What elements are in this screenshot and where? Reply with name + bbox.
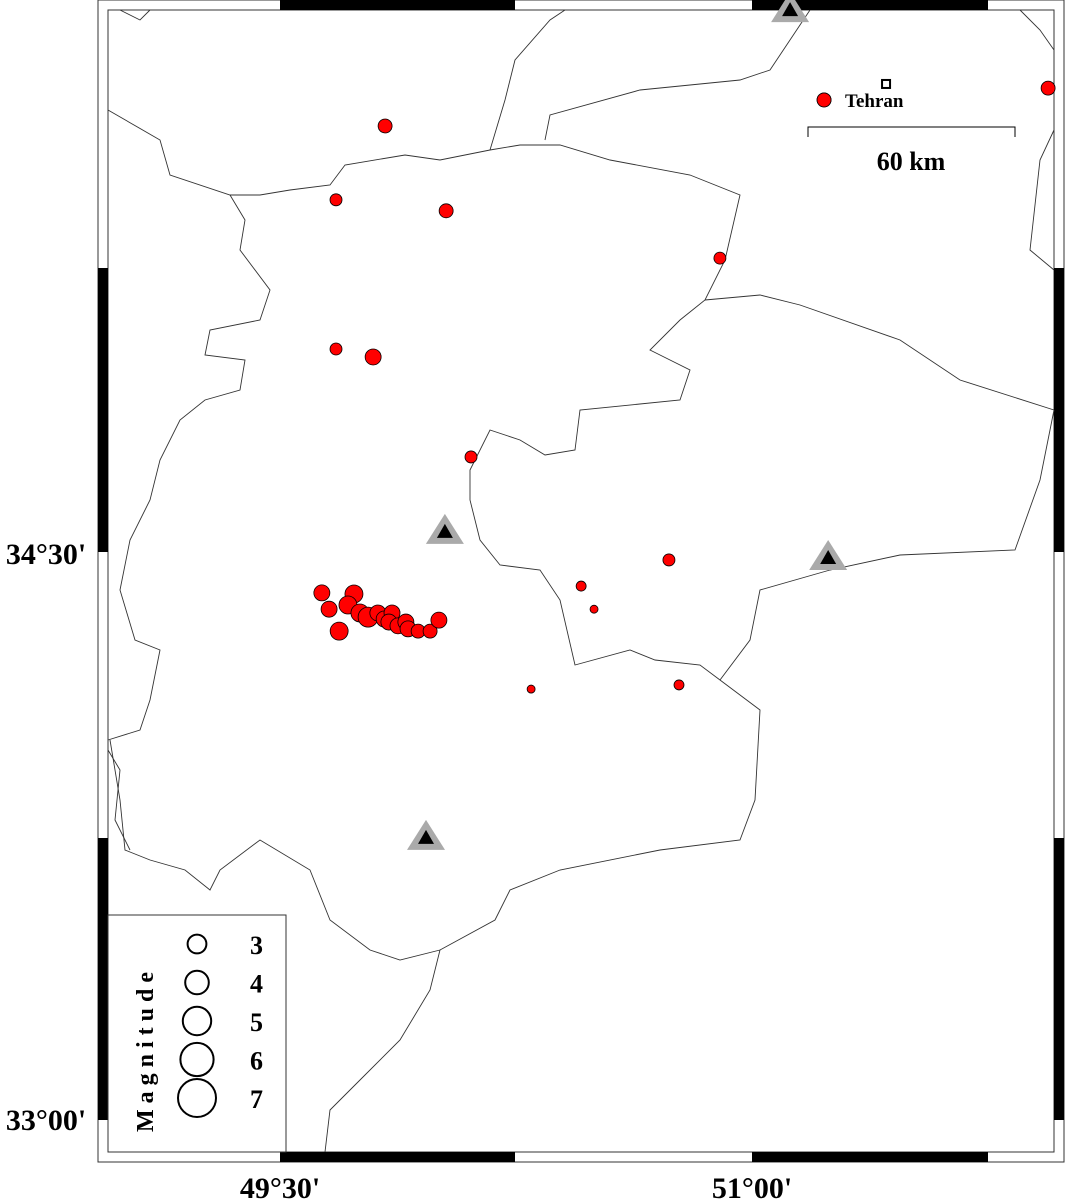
earthquake-event	[422, 623, 438, 639]
station-triangle-icon	[771, 0, 810, 23]
earthquake-event	[713, 251, 727, 265]
station-triangle-icon	[809, 540, 848, 571]
earthquake-event	[589, 604, 599, 614]
city-tehran: Tehran	[845, 78, 904, 112]
legend-label: 7	[250, 1085, 263, 1114]
magnitude-legend: Magnitude 3 4 5 6 7	[107, 914, 287, 1153]
legend-label: 6	[250, 1047, 263, 1076]
earthquake-event	[430, 611, 448, 629]
earthquake-event	[526, 684, 536, 694]
earthquake-event	[464, 450, 478, 464]
earthquake-event	[662, 553, 676, 567]
earthquake-event	[329, 621, 349, 641]
earthquake-event	[438, 203, 454, 219]
earthquake-events	[313, 80, 1056, 694]
earthquake-event	[329, 342, 343, 356]
city-label: Tehran	[845, 91, 904, 112]
city-event-marker	[816, 92, 832, 108]
legend-label: 5	[250, 1008, 263, 1037]
lat-label-33-00: 33°00'	[6, 1104, 86, 1137]
legend-title: Magnitude	[133, 966, 159, 1132]
seismic-stations	[407, 0, 848, 850]
earthquake-event	[1040, 80, 1056, 96]
earthquake-event	[575, 580, 587, 592]
earthquake-event	[313, 584, 331, 602]
scale-bar: 60 km	[807, 126, 1016, 176]
legend-label: 4	[250, 970, 263, 999]
station-triangle-icon	[407, 819, 446, 850]
scale-bar-label: 60 km	[877, 147, 946, 176]
lat-label-34-30: 34°30'	[6, 538, 86, 571]
earthquake-event	[364, 348, 382, 366]
station-triangle-icon	[425, 513, 464, 544]
legend-circle	[184, 969, 210, 996]
lon-label-49-30: 49°30'	[240, 1172, 320, 1200]
earthquake-event	[673, 679, 685, 691]
earthquake-event	[329, 193, 343, 207]
legend-circle	[181, 1005, 213, 1037]
legend-label: 3	[250, 931, 263, 960]
province-boundaries	[107, 9, 1055, 1153]
earthquake-event	[377, 118, 393, 134]
legend-circle	[179, 1041, 215, 1078]
city-marker	[881, 78, 892, 89]
lon-label-51-00: 51°00'	[712, 1172, 792, 1200]
legend-circle	[177, 1078, 217, 1118]
earthquake-event	[320, 600, 338, 618]
legend-circle	[186, 933, 208, 955]
